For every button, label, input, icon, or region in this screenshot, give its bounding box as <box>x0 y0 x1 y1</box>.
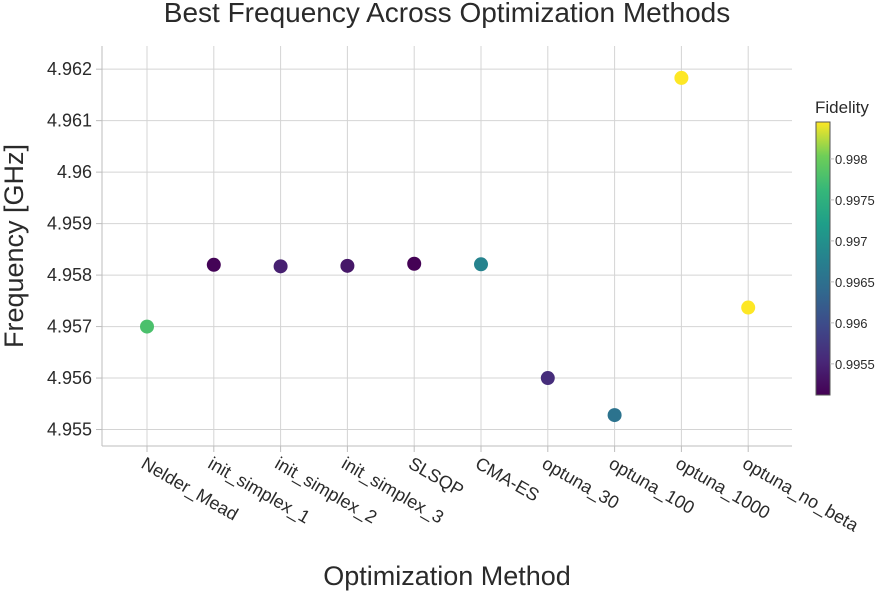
y-tick-label: 4.957 <box>47 317 92 337</box>
colorbar-tick-label: 0.9955 <box>835 357 875 372</box>
data-points <box>140 70 756 423</box>
colorbar-tick-label: 0.9975 <box>835 193 875 208</box>
y-tick-label: 4.96 <box>57 162 92 182</box>
data-point <box>474 257 488 272</box>
data-point <box>540 371 555 386</box>
grid <box>102 46 792 446</box>
colorbar-title: Fidelity <box>815 98 869 117</box>
y-ticks: 4.955 4.956 4.957 4.958 4.959 4.96 4.961 4.962 <box>47 59 102 440</box>
x-ticks: Nelder_Meadinit_simplex_1init_simplex_2i… <box>138 446 863 537</box>
x-axis-title: Optimization Method <box>323 561 571 591</box>
y-tick-label: 4.961 <box>47 111 92 131</box>
y-axis-title: Frequency [GHz] <box>0 144 29 348</box>
data-point <box>407 256 422 271</box>
colorbar-gradient <box>815 121 831 396</box>
data-point <box>340 258 355 273</box>
data-point <box>741 300 756 315</box>
colorbar-ticks: 0.9955 0.996 0.9965 0.997 0.9975 0.998 <box>830 152 875 372</box>
x-tick-label: CMA-ES <box>472 453 543 505</box>
colorbar-tick-label: 0.9965 <box>835 275 875 290</box>
y-tick-label: 4.956 <box>47 368 92 388</box>
y-tick-label: 4.955 <box>47 420 92 440</box>
y-tick-label: 4.959 <box>47 214 92 234</box>
x-tick-label: optuna_no_beta <box>739 453 863 537</box>
colorbar-tick-label: 0.996 <box>835 316 868 331</box>
data-point <box>273 259 288 274</box>
data-point <box>607 408 622 423</box>
data-point <box>206 257 221 272</box>
colorbar-tick-label: 0.998 <box>835 152 868 167</box>
y-tick-label: 4.962 <box>47 59 92 79</box>
data-point <box>674 70 689 85</box>
y-tick-label: 4.958 <box>47 265 92 285</box>
chart-title: Best Frequency Across Optimization Metho… <box>164 0 730 28</box>
data-point <box>140 319 154 334</box>
colorbar: Fidelity 0.99550.9960.99650.9970.99750.9… <box>815 98 875 396</box>
colorbar-tick-label: 0.997 <box>835 234 868 249</box>
